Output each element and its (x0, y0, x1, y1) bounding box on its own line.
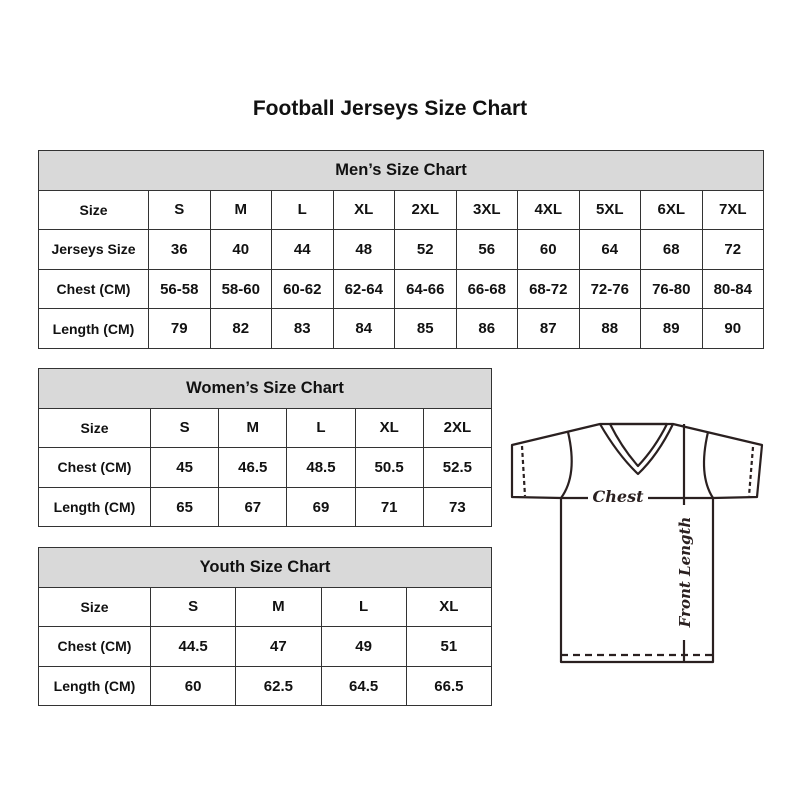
jersey-outline (510, 422, 764, 664)
jersey-collar (599, 422, 674, 476)
table-cell: 51 (405, 626, 493, 667)
table-cell: 85 (394, 308, 457, 349)
table-cell: 60 (149, 665, 237, 707)
table-cell: 66.5 (405, 665, 493, 707)
youth-caption: Youth Size Chart (38, 547, 492, 588)
row-label: Size (38, 407, 151, 449)
row-label: Jerseys Size (38, 229, 149, 270)
chest-label: Chest (593, 487, 645, 506)
front-length-label: Front Length (676, 517, 694, 629)
table-cell: 73 (422, 486, 493, 528)
table-cell: 2XL (422, 407, 493, 449)
row-label: Chest (CM) (38, 447, 151, 488)
table-cell: 79 (148, 308, 211, 349)
table-cell: 84 (332, 308, 395, 349)
table-cell: 52.5 (422, 447, 493, 488)
mens-size-table: Men’s Size Chart Size S M L XL 2XL 3XL 4XL 5XL 6XL… (38, 150, 764, 349)
table-cell: 76-80 (640, 268, 703, 310)
table-cell: 82 (209, 308, 272, 349)
table-row: Size S M L XL 2XL 3XL 4XL 5XL 6XL 7XL (38, 189, 764, 231)
table-cell: XL (405, 586, 493, 628)
table-cell: 44.5 (149, 626, 237, 667)
row-label: Chest (CM) (38, 626, 151, 667)
table-cell: 56-58 (148, 268, 211, 310)
row-label: Size (38, 189, 149, 231)
table-cell: 60 (517, 229, 580, 270)
table-cell: 45 (149, 447, 220, 488)
table-cell: L (271, 189, 334, 231)
page-title: Football Jerseys Size Chart (252, 97, 528, 120)
table-cell: 72-76 (578, 268, 641, 310)
right-armhole (702, 431, 714, 499)
left-sleeve-hem (520, 445, 527, 497)
table-cell: 87 (517, 308, 580, 349)
table-row: Size S M L XL 2XL (38, 407, 493, 449)
table-row: Size S M L XL (38, 586, 493, 628)
table-cell: 80-84 (701, 268, 764, 310)
table-cell: 67 (218, 486, 288, 528)
table-cell: 86 (455, 308, 518, 349)
table-cell: 71 (354, 486, 424, 528)
womens-size-table: Women’s Size Chart Size S M L XL 2XL Chest (CM)… (38, 368, 493, 528)
table-cell: 88 (578, 308, 641, 349)
table-cell: S (149, 586, 237, 628)
table-cell: M (218, 407, 288, 449)
table-cell: 60-62 (271, 268, 334, 310)
table-cell: 90 (701, 308, 764, 349)
row-label: Length (CM) (38, 308, 149, 349)
table-cell: 6XL (640, 189, 703, 231)
table-row: Jerseys Size 36 40 44 48 52 56 60 64 68 72 (38, 229, 764, 270)
table-cell: 64.5 (320, 665, 407, 707)
table-row: Length (CM) 79 82 83 84 85 86 87 88 89 90 (38, 308, 764, 349)
table-cell: 5XL (578, 189, 641, 231)
row-label: Size (38, 586, 151, 628)
table-cell: 62.5 (235, 665, 322, 707)
table-cell: 65 (149, 486, 220, 528)
youth-size-table: Youth Size Chart Size S M L XL Chest (CM) 44.5 4… (38, 547, 493, 707)
table-cell: 69 (286, 486, 356, 528)
women-caption: Women’s Size Chart (38, 368, 492, 409)
row-label: Length (CM) (38, 486, 151, 528)
right-sleeve-hem (747, 446, 755, 497)
table-cell: XL (332, 189, 395, 231)
table-cell: 48.5 (286, 447, 356, 488)
table-cell: 44 (271, 229, 334, 270)
table-cell: M (235, 586, 322, 628)
table-cell: 40 (209, 229, 272, 270)
table-cell: 62-64 (332, 268, 395, 310)
men-caption: Men’s Size Chart (38, 150, 764, 191)
table-cell: L (320, 586, 407, 628)
table-cell: 68-72 (517, 268, 580, 310)
table-cell: 36 (148, 229, 211, 270)
left-armhole (560, 431, 573, 499)
table-cell: 49 (320, 626, 407, 667)
table-cell: XL (354, 407, 424, 449)
table-cell: 48 (332, 229, 395, 270)
table-cell: 50.5 (354, 447, 424, 488)
table-row: Chest (CM) 45 46.5 48.5 50.5 52.5 (38, 447, 493, 488)
table-cell: 47 (235, 626, 322, 667)
table-cell: 68 (640, 229, 703, 270)
table-row: Length (CM) 65 67 69 71 73 (38, 486, 493, 528)
table-cell: 66-68 (455, 268, 518, 310)
table-row: Chest (CM) 44.5 47 49 51 (38, 626, 493, 667)
table-cell: S (149, 407, 220, 449)
table-row: Length (CM) 60 62.5 64.5 66.5 (38, 665, 493, 707)
table-cell: 7XL (701, 189, 764, 231)
table-cell: L (286, 407, 356, 449)
